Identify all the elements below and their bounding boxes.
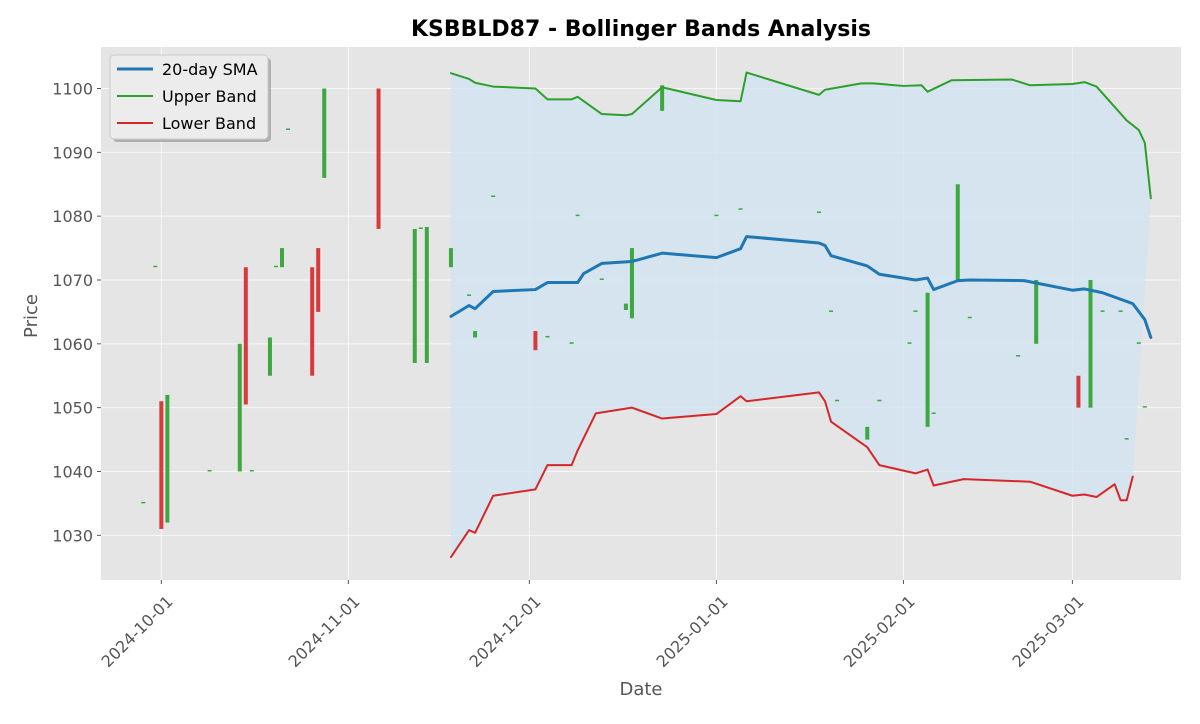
- lower-band-line: [449, 391, 1134, 559]
- legend-lower-label: Lower Band: [162, 114, 256, 133]
- candle-up: [913, 310, 918, 312]
- candle-up: [967, 316, 972, 319]
- legend-sma-label: 20-day SMA: [162, 60, 258, 79]
- candle-up: [931, 412, 936, 415]
- candle-up: [877, 399, 882, 402]
- legend-box: [109, 54, 269, 140]
- candle-down: [310, 267, 315, 376]
- sma-line: [449, 235, 1153, 339]
- candle-up: [1124, 438, 1129, 440]
- candle-up: [237, 343, 242, 472]
- candle-up: [491, 195, 496, 198]
- candle-up: [623, 303, 628, 310]
- y-tick-label: 1040: [52, 462, 93, 481]
- candle-down: [159, 401, 164, 529]
- candle-up: [473, 331, 478, 338]
- x-tick-label: 2025-01-01: [653, 592, 732, 671]
- candle-up: [153, 265, 158, 268]
- candle-up: [1142, 406, 1147, 408]
- candle-up: [322, 88, 327, 178]
- candle-up: [865, 426, 870, 440]
- candle-down: [376, 88, 381, 229]
- candle-up: [955, 184, 960, 280]
- candle-down: [243, 267, 248, 405]
- candle-up: [273, 265, 278, 268]
- candle-up: [1136, 342, 1141, 344]
- candle-down: [1076, 375, 1081, 408]
- candle-up: [249, 469, 254, 472]
- candle-up: [418, 227, 423, 229]
- x-tick-label: 2024-10-01: [97, 592, 176, 671]
- upper-band-line: [449, 71, 1152, 200]
- candle-up: [714, 214, 719, 217]
- candle-up: [816, 211, 821, 213]
- legend-upper-label: Upper Band: [162, 87, 257, 106]
- candle-up: [280, 248, 285, 268]
- candle-up: [141, 501, 146, 504]
- candle-up: [467, 294, 472, 296]
- candle-up: [829, 310, 834, 312]
- candle-up: [1016, 355, 1021, 357]
- candle-up: [286, 128, 291, 130]
- y-tick-label: 1060: [52, 335, 93, 354]
- candle-up: [738, 208, 743, 210]
- candle-up: [569, 342, 574, 344]
- candle-up: [267, 337, 272, 376]
- candle-up: [412, 228, 417, 363]
- band-fill-area: [450, 72, 1151, 558]
- y-axis-label: Price: [21, 294, 42, 338]
- chart-title: KSBBLD87 - Bollinger Bands Analysis: [411, 17, 871, 42]
- candle-down: [316, 248, 321, 312]
- candle-up: [1034, 279, 1039, 344]
- y-tick-label: 1050: [52, 399, 93, 418]
- y-tick-label: 1070: [52, 271, 93, 290]
- y-tick-label: 1090: [52, 143, 93, 162]
- y-tick-label: 1100: [52, 79, 93, 98]
- x-tick-label: 2024-12-01: [466, 592, 545, 671]
- candle-up: [1100, 310, 1105, 312]
- x-tick-label: 2025-02-01: [840, 592, 919, 671]
- candle-up: [907, 342, 912, 344]
- y-tick-label: 1080: [52, 207, 93, 226]
- candle-up: [207, 469, 212, 472]
- candle-up: [1118, 310, 1123, 312]
- candle-up: [424, 227, 429, 363]
- candle-up: [545, 335, 550, 338]
- legend: 20-day SMA Upper Band Lower Band: [109, 54, 271, 142]
- candle-up: [629, 248, 634, 319]
- candle-up: [835, 399, 840, 402]
- candle-down: [533, 331, 538, 351]
- candle-up: [575, 214, 580, 217]
- candle-up: [165, 394, 170, 523]
- candle-up: [599, 278, 604, 280]
- candle-up: [660, 85, 665, 111]
- x-axis-label: Date: [619, 679, 662, 700]
- x-tick-label: 2025-03-01: [1009, 592, 1088, 671]
- candle-up: [448, 248, 453, 268]
- candle-up: [925, 292, 930, 427]
- candle-up: [1088, 279, 1093, 408]
- y-tick-label: 1030: [52, 526, 93, 545]
- x-tick-label: 2024-11-01: [285, 592, 364, 671]
